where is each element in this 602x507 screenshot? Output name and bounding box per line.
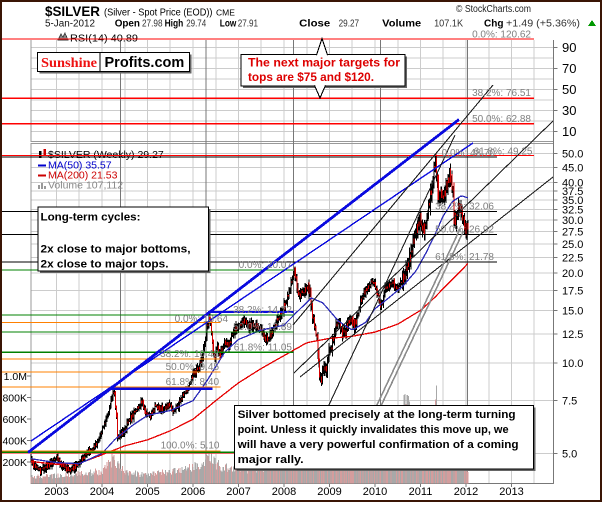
svg-text:1.0M: 1.0M bbox=[4, 371, 27, 383]
svg-text:29.27: 29.27 bbox=[339, 19, 360, 30]
svg-text:38.2%: 10.48: 38.2%: 10.48 bbox=[160, 349, 219, 360]
svg-text:30: 30 bbox=[562, 103, 576, 118]
svg-text:2003: 2003 bbox=[44, 486, 68, 498]
svg-text:(Silver - Spot Price (EOD)): (Silver - Spot Price (EOD)) bbox=[104, 7, 213, 19]
svg-text:45.0: 45.0 bbox=[562, 162, 583, 174]
svg-text:High: High bbox=[165, 19, 184, 30]
svg-text:2005: 2005 bbox=[135, 486, 159, 498]
svg-text:12.5: 12.5 bbox=[562, 329, 583, 341]
svg-text:Chg: Chg bbox=[484, 19, 504, 30]
svg-text:27.98: 27.98 bbox=[142, 19, 163, 30]
svg-text:32.5: 32.5 bbox=[562, 205, 583, 217]
svg-text:22.5: 22.5 bbox=[562, 253, 583, 265]
svg-text:35.0: 35.0 bbox=[562, 195, 583, 207]
svg-text:50.0%: 62.88: 50.0%: 62.88 bbox=[472, 114, 531, 125]
svg-text:50.0: 50.0 bbox=[562, 149, 583, 161]
svg-text:2008: 2008 bbox=[272, 486, 296, 498]
svg-text:$SILVER: $SILVER bbox=[45, 3, 100, 19]
svg-text:40.0: 40.0 bbox=[562, 178, 583, 190]
svg-text:17.5: 17.5 bbox=[562, 285, 583, 297]
svg-text:100.0%: 5.10: 100.0%: 5.10 bbox=[161, 440, 220, 451]
svg-text:600K: 600K bbox=[2, 414, 27, 426]
svg-text:200K: 200K bbox=[2, 457, 27, 469]
svg-text:0.0%: 20.07: 0.0%: 20.07 bbox=[239, 260, 293, 271]
svg-text:37.5: 37.5 bbox=[562, 186, 583, 198]
svg-text:Close: Close bbox=[299, 19, 330, 30]
svg-text:2x close to major tops.: 2x close to major tops. bbox=[41, 258, 169, 270]
svg-text:© StockCharts.com: © StockCharts.com bbox=[456, 4, 531, 15]
svg-text:+1.49 (+5.36%): +1.49 (+5.36%) bbox=[506, 19, 580, 30]
svg-text:38.2%: 76.51: 38.2%: 76.51 bbox=[472, 88, 531, 99]
svg-text:27.91: 27.91 bbox=[238, 19, 259, 30]
svg-text:50.0%: 9.45: 50.0%: 9.45 bbox=[166, 362, 220, 373]
svg-text:10: 10 bbox=[562, 124, 576, 139]
svg-text:5.0: 5.0 bbox=[562, 449, 577, 461]
svg-text:Open: Open bbox=[115, 19, 140, 30]
svg-text:90: 90 bbox=[562, 40, 576, 55]
svg-text:2011: 2011 bbox=[409, 486, 433, 498]
svg-text:Sunshine: Sunshine bbox=[41, 56, 97, 71]
svg-text:Volume 107,112: Volume 107,112 bbox=[48, 180, 123, 192]
svg-text:Long-term cycles:: Long-term cycles: bbox=[41, 212, 141, 224]
svg-text:10.0: 10.0 bbox=[562, 358, 583, 370]
svg-text:400K: 400K bbox=[2, 436, 27, 448]
svg-text:Profits.com: Profits.com bbox=[105, 55, 185, 71]
svg-text:The next major targets for: The next major targets for bbox=[248, 58, 401, 70]
svg-text:2013: 2013 bbox=[499, 486, 523, 498]
svg-text:107.1K: 107.1K bbox=[434, 19, 463, 30]
svg-text:tops are $75 and $120.: tops are $75 and $120. bbox=[248, 72, 374, 84]
svg-text:27.5: 27.5 bbox=[562, 227, 583, 239]
svg-text:Low: Low bbox=[220, 19, 237, 30]
svg-text:29.74: 29.74 bbox=[186, 19, 206, 30]
svg-text:major rally.: major rally. bbox=[238, 454, 304, 466]
svg-text:point. Unless it quickly inval: point. Unless it quickly invalidates thi… bbox=[238, 424, 509, 436]
svg-text:61.8%: 21.78: 61.8%: 21.78 bbox=[435, 252, 494, 263]
svg-text:50: 50 bbox=[562, 82, 576, 97]
svg-text:38.2%: 14.72: 38.2%: 14.72 bbox=[233, 305, 292, 316]
svg-text:will have a very powerful conf: will have a very powerful confirmation o… bbox=[237, 439, 519, 451]
svg-text:Silver bottomed precisely at t: Silver bottomed precisely at the long-te… bbox=[238, 409, 516, 421]
svg-text:2007: 2007 bbox=[226, 486, 250, 498]
svg-text:Volume: Volume bbox=[382, 19, 421, 30]
svg-text:2009: 2009 bbox=[317, 486, 341, 498]
svg-text:2006: 2006 bbox=[181, 486, 205, 498]
svg-text:MA(50) 35.57: MA(50) 35.57 bbox=[48, 160, 112, 172]
svg-text:30.0: 30.0 bbox=[562, 215, 583, 227]
svg-text:50.0%: 26.92: 50.0%: 26.92 bbox=[435, 224, 494, 235]
svg-text:0.0%: 120.62: 0.0%: 120.62 bbox=[472, 30, 531, 41]
svg-text:0.0%: 48.70: 0.0%: 48.70 bbox=[442, 148, 496, 159]
svg-text:2010: 2010 bbox=[363, 486, 387, 498]
svg-text:MA(200) 21.53: MA(200) 21.53 bbox=[48, 170, 118, 182]
svg-text:CME: CME bbox=[216, 8, 235, 18]
svg-text:5-Jan-2012: 5-Jan-2012 bbox=[45, 19, 95, 30]
svg-text:38.2%: 32.06: 38.2%: 32.06 bbox=[435, 202, 494, 213]
svg-text:70: 70 bbox=[562, 61, 576, 76]
svg-text:61.8%: 49.25: 61.8%: 49.25 bbox=[474, 147, 533, 158]
svg-text:15.0: 15.0 bbox=[562, 305, 583, 317]
svg-text:7.5: 7.5 bbox=[562, 396, 577, 408]
svg-text:50.0%: 12.89: 50.0%: 12.89 bbox=[233, 322, 292, 333]
svg-text:800K: 800K bbox=[2, 393, 27, 405]
svg-text:2x close to major bottoms,: 2x close to major bottoms, bbox=[41, 243, 191, 255]
svg-text:2004: 2004 bbox=[90, 486, 114, 498]
svg-text:20.0: 20.0 bbox=[562, 268, 583, 280]
svg-text:0.0%: 13.64: 0.0%: 13.64 bbox=[175, 314, 229, 325]
svg-text:2012: 2012 bbox=[454, 486, 478, 498]
svg-text:61.8%: 8.40: 61.8%: 8.40 bbox=[166, 377, 220, 388]
svg-text:61.8%: 11.05: 61.8%: 11.05 bbox=[234, 342, 293, 353]
svg-text:25.0: 25.0 bbox=[562, 239, 583, 251]
